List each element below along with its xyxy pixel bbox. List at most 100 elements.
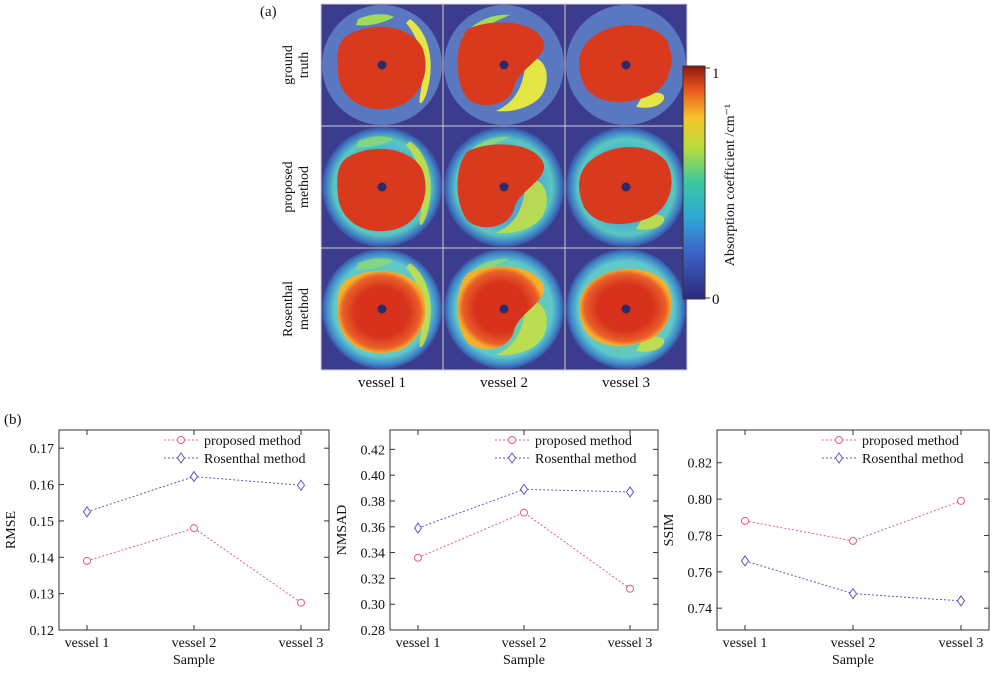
x-tick-label: vessel 1 bbox=[65, 636, 110, 651]
panel-a-label: (a) bbox=[260, 4, 277, 20]
x-tick-label: vessel 1 bbox=[723, 636, 768, 651]
series-line-1 bbox=[86, 527, 302, 604]
legend-item-1: proposed method bbox=[164, 434, 301, 449]
x-tick-label: vessel 2 bbox=[831, 636, 876, 651]
image-cell-r1-c1 bbox=[320, 3, 444, 127]
image-cell-r2-c3 bbox=[564, 125, 688, 249]
y-tick-label: 0.16 bbox=[30, 479, 55, 494]
y-tick-label: 0.80 bbox=[688, 493, 713, 508]
data-point-circle bbox=[835, 436, 843, 444]
x-tick-label: vessel 3 bbox=[608, 636, 653, 651]
row-label-3: Rosenthalmethod bbox=[281, 281, 312, 337]
data-point-diamond bbox=[413, 522, 423, 534]
image-cell-r3-c3 bbox=[564, 247, 688, 371]
y-axis-label: NMSAD bbox=[335, 505, 350, 556]
image-cell-r1-c2 bbox=[442, 3, 566, 127]
x-tick-label: vessel 2 bbox=[502, 636, 547, 651]
legend-item-2: Rosenthal method bbox=[164, 452, 306, 467]
legend-label: proposed method bbox=[535, 434, 632, 449]
chart-ssim: 0.74 0.76 0.78 0.80 0.82 vessel 1 vessel 2 vess… bbox=[662, 429, 990, 668]
plot-frame bbox=[389, 429, 659, 631]
series-line-1 bbox=[417, 512, 631, 590]
data-point-circle bbox=[849, 536, 857, 545]
colorbar-max-label: 1 bbox=[712, 66, 720, 82]
data-point-circle bbox=[741, 516, 749, 525]
image-cell-r2-c1 bbox=[320, 125, 444, 249]
data-point-circle bbox=[297, 598, 305, 607]
panel-b-label: (b) bbox=[4, 412, 22, 428]
y-tick-label: 0.40 bbox=[361, 469, 386, 484]
data-point-diamond bbox=[82, 505, 92, 518]
legend-label: Rosenthal method bbox=[862, 452, 964, 467]
legend-item-1: proposed method bbox=[822, 434, 959, 449]
column-label-1: vessel 1 bbox=[358, 375, 406, 391]
image-cell-r2-c2 bbox=[442, 125, 566, 249]
legend-label: proposed method bbox=[204, 434, 301, 449]
data-point-circle bbox=[177, 436, 185, 444]
panel-a-figure: 1 0 Absorption coefficient /cm⁻¹ groundt… bbox=[281, 3, 738, 391]
data-point-circle bbox=[626, 584, 634, 593]
y-tick-label: 0.36 bbox=[361, 521, 386, 536]
plot-frame bbox=[716, 429, 990, 631]
row-label-1: groundtruth bbox=[281, 45, 312, 85]
y-tick-label: 0.32 bbox=[361, 572, 386, 587]
legend-label: proposed method bbox=[862, 434, 959, 449]
data-point-diamond bbox=[625, 486, 635, 498]
y-tick-label: 0.74 bbox=[688, 602, 713, 617]
data-point-diamond bbox=[519, 483, 529, 496]
data-point-diamond bbox=[848, 587, 858, 600]
colorbar-min-label: 0 bbox=[712, 292, 720, 308]
y-tick-label: 0.78 bbox=[688, 529, 713, 544]
y-tick-label: 0.12 bbox=[30, 624, 55, 639]
plot-frame bbox=[58, 429, 330, 631]
data-point-circle bbox=[520, 508, 528, 517]
y-tick-label: 0.76 bbox=[688, 566, 713, 581]
y-tick-label: 0.38 bbox=[361, 495, 386, 510]
y-tick-label: 0.34 bbox=[361, 547, 386, 562]
x-tick-label: vessel 3 bbox=[279, 636, 324, 651]
y-tick-label: 0.42 bbox=[361, 443, 386, 458]
y-tick-label: 0.14 bbox=[30, 551, 55, 566]
data-point-diamond bbox=[956, 595, 966, 607]
y-tick-label: 0.82 bbox=[688, 457, 713, 472]
x-axis-label: Sample bbox=[503, 653, 545, 668]
y-tick-label: 0.17 bbox=[30, 442, 55, 457]
y-axis-label: RMSE bbox=[4, 511, 19, 549]
x-tick-label: vessel 1 bbox=[396, 636, 441, 651]
legend-item-2: Rosenthal method bbox=[495, 452, 637, 467]
image-cell-r1-c3 bbox=[564, 3, 688, 127]
column-label-3: vessel 3 bbox=[602, 375, 650, 391]
series-line-2 bbox=[744, 560, 962, 602]
series-line-2 bbox=[86, 476, 302, 513]
colorbar bbox=[682, 65, 706, 300]
data-point-circle bbox=[957, 496, 965, 505]
x-axis-label: Sample bbox=[173, 653, 215, 668]
data-point-diamond bbox=[176, 452, 186, 464]
data-point-diamond bbox=[834, 452, 844, 464]
x-tick-label: vessel 3 bbox=[939, 636, 984, 651]
legend-item-2: Rosenthal method bbox=[822, 452, 964, 467]
y-tick-label: 0.30 bbox=[361, 598, 386, 613]
legend-item-1: proposed method bbox=[495, 434, 632, 449]
data-point-circle bbox=[190, 524, 198, 533]
image-cell-r3-c2 bbox=[442, 247, 566, 371]
y-axis-label: SSIM bbox=[662, 513, 677, 546]
x-axis-label: Sample bbox=[832, 653, 874, 668]
y-tick-label: 0.13 bbox=[30, 588, 55, 603]
legend-label: Rosenthal method bbox=[204, 452, 306, 467]
x-tick-label: vessel 2 bbox=[172, 636, 217, 651]
data-point-diamond bbox=[507, 452, 517, 464]
data-point-diamond bbox=[740, 555, 750, 567]
column-label-2: vessel 2 bbox=[480, 375, 528, 391]
data-point-diamond bbox=[296, 479, 306, 492]
y-tick-label: 0.15 bbox=[30, 515, 55, 530]
series-line-2 bbox=[417, 488, 631, 529]
row-label-2: proposedmethod bbox=[281, 161, 312, 212]
data-point-circle bbox=[508, 436, 516, 444]
series-line-1 bbox=[744, 500, 962, 542]
image-cell-r3-c1 bbox=[320, 247, 444, 371]
chart-nmsad: 0.28 0.30 0.32 0.34 0.36 0.38 0.40 0.42 vessel 1… bbox=[335, 429, 659, 668]
data-point-diamond bbox=[189, 470, 199, 483]
data-point-circle bbox=[83, 556, 91, 565]
y-tick-label: 0.28 bbox=[361, 624, 386, 639]
